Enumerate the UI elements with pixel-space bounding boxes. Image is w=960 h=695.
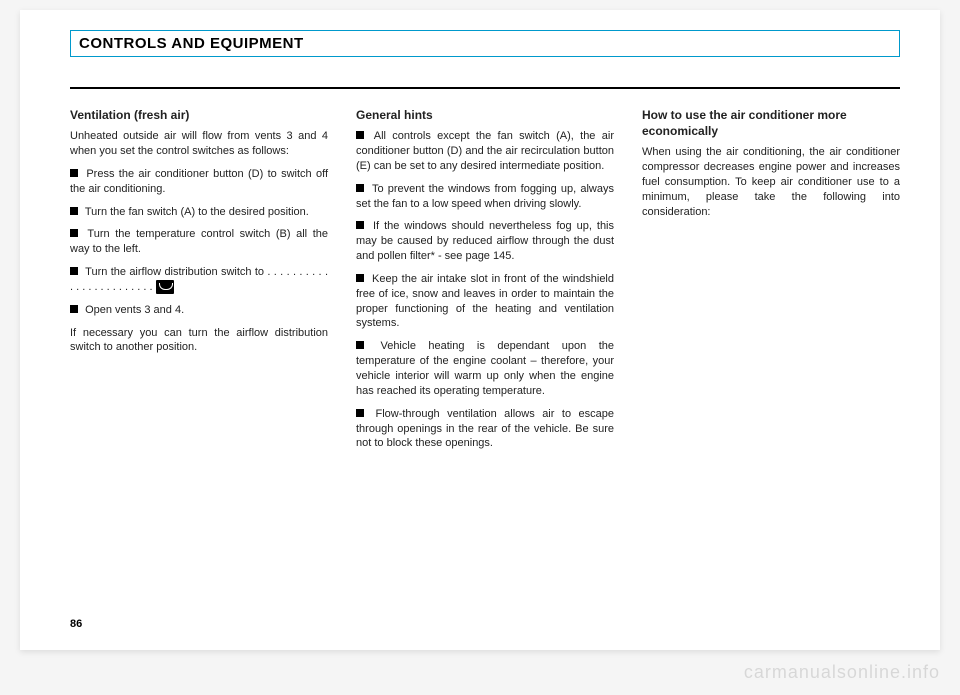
col2-b6: Flow-through ventilation allows air to e… [356,407,614,452]
bullet-icon [356,184,364,192]
col1-b3-text: Turn the temperature control switch (B) … [70,228,328,255]
col1-heading: Ventilation (fresh air) [70,107,328,123]
col1-b2: Turn the fan switch (A) to the desired p… [70,205,328,220]
col1-b4-text: Turn the airflow distribution switch to … [70,266,328,293]
bullet-icon [356,131,364,139]
col2-b1: All controls except the fan switch (A), … [356,129,614,174]
bullet-icon [70,229,78,237]
col2-b1-text: All controls except the fan switch (A), … [356,130,614,172]
col2-b3-text: If the windows should nevertheless fog u… [356,220,614,262]
col1-b2-text: Turn the fan switch (A) to the desired p… [85,206,309,218]
bullet-icon [70,169,78,177]
page-number: 86 [70,618,82,630]
header-title: CONTROLS AND EQUIPMENT [79,35,891,52]
bullet-icon [356,341,364,349]
watermark: carmanualsonline.info [744,662,940,683]
col2-b2-text: To prevent the windows from fogging up, … [356,183,614,210]
col2-b2: To prevent the windows from fogging up, … [356,182,614,212]
col1-b1-text: Press the air conditioner button (D) to … [70,168,328,195]
bullet-icon [70,305,78,313]
col3-heading: How to use the air conditioner more econ… [642,107,900,139]
col2-b3: If the windows should nevertheless fog u… [356,219,614,264]
col2-b4: Keep the air intake slot in front of the… [356,272,614,331]
col2-b6-text: Flow-through ventilation allows air to e… [356,408,614,450]
defrost-icon [156,280,174,294]
bullet-icon [70,207,78,215]
column-1: Ventilation (fresh air) Unheated outside… [70,107,328,459]
col1-intro: Unheated outside air will flow from vent… [70,129,328,159]
col1-b1: Press the air conditioner button (D) to … [70,167,328,197]
col1-b4: Turn the airflow distribution switch to … [70,265,328,295]
col1-b5: Open vents 3 and 4. [70,303,328,318]
bullet-icon [356,221,364,229]
header-box: CONTROLS AND EQUIPMENT [70,30,900,57]
col2-heading: General hints [356,107,614,123]
column-2: General hints All controls except the fa… [356,107,614,459]
manual-page: CONTROLS AND EQUIPMENT Ventilation (fres… [20,10,940,650]
bullet-icon [70,267,78,275]
col1-b3: Turn the temperature control switch (B) … [70,227,328,257]
col1-outro: If necessary you can turn the airflow di… [70,326,328,356]
col1-b5-text: Open vents 3 and 4. [85,304,184,316]
bullet-icon [356,274,364,282]
column-3: How to use the air conditioner more econ… [642,107,900,459]
bullet-icon [356,409,364,417]
content-columns: Ventilation (fresh air) Unheated outside… [70,107,900,459]
section-divider [70,87,900,89]
col2-b5-text: Vehicle heating is dependant upon the te… [356,340,614,397]
col2-b4-text: Keep the air intake slot in front of the… [356,273,614,330]
col2-b5: Vehicle heating is dependant upon the te… [356,339,614,398]
col3-p1: When using the air conditioning, the air… [642,145,900,219]
